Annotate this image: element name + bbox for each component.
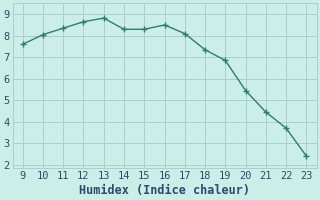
X-axis label: Humidex (Indice chaleur): Humidex (Indice chaleur) bbox=[79, 184, 250, 197]
